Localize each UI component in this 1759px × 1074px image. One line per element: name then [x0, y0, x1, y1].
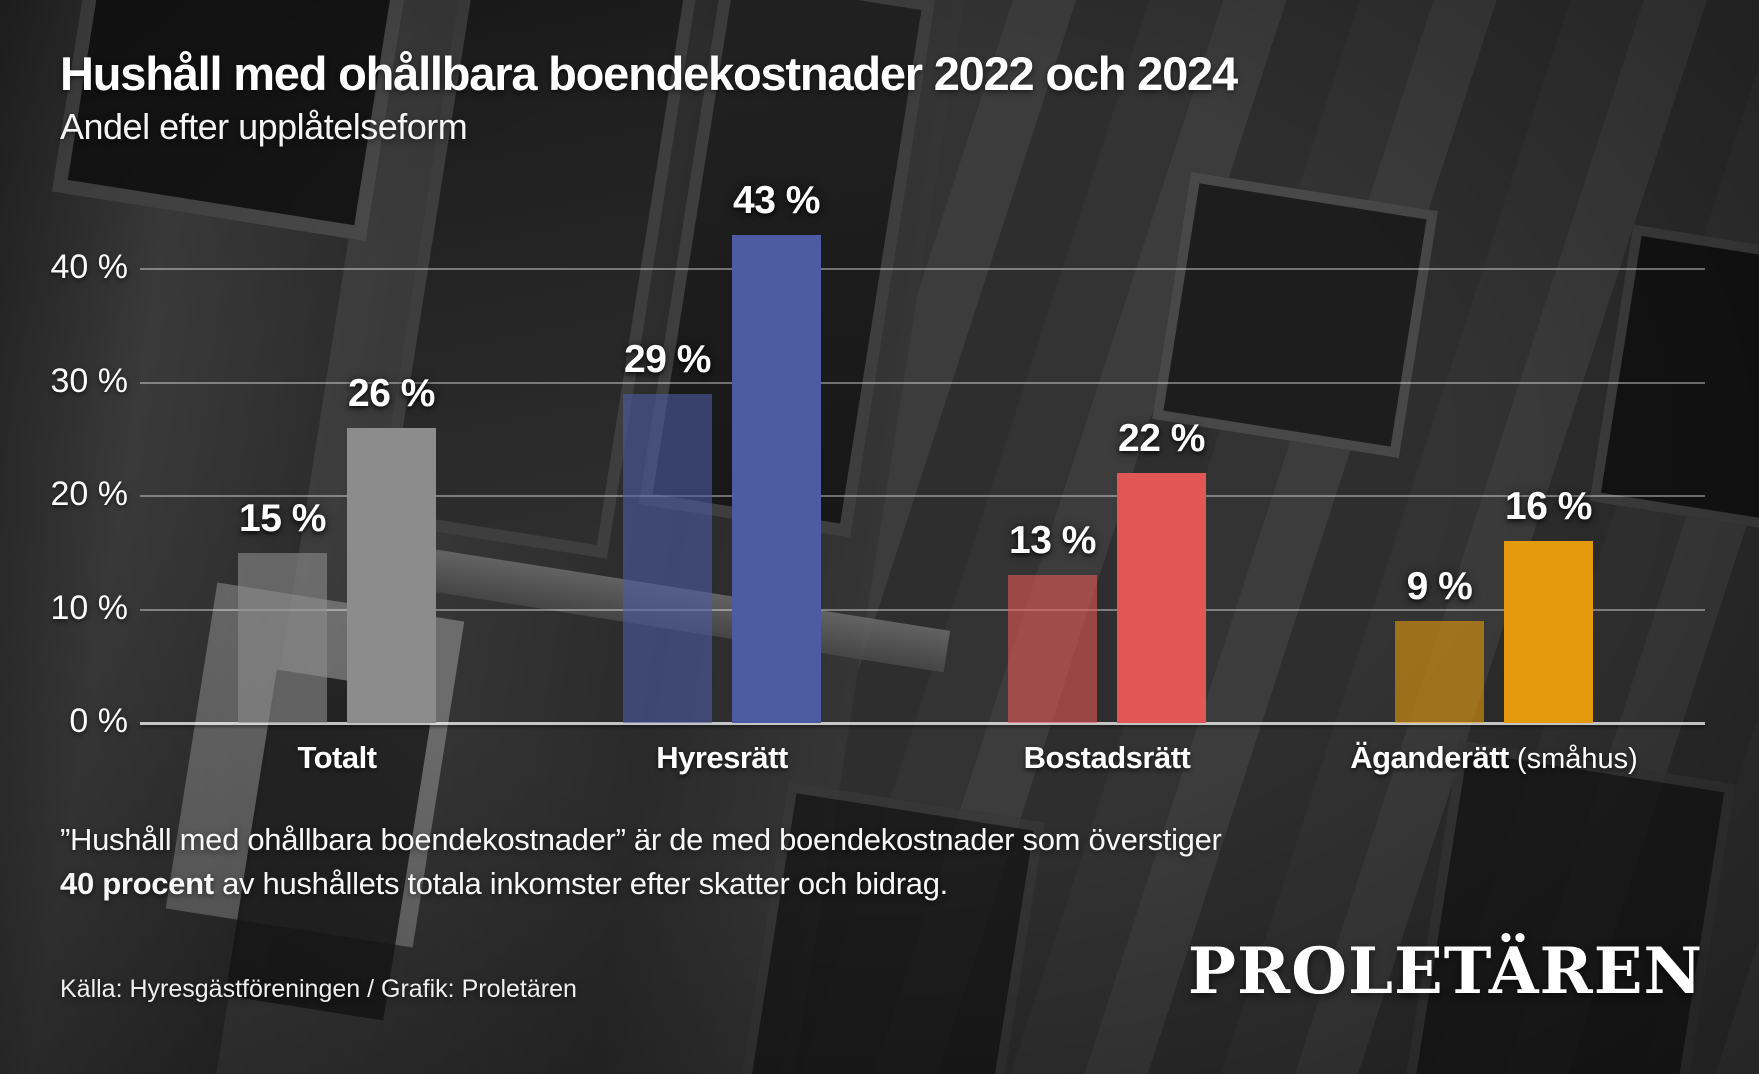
bar-value-label-2024-hyresrätt: 43 % [733, 179, 820, 222]
bar-2024-bostadsrätt [1117, 473, 1206, 723]
bar-2022-äganderätt [1395, 621, 1484, 723]
bar-value-label-2022-hyresrätt: 29 % [624, 338, 711, 381]
chart-title: Hushåll med ohållbara boendekostnader 20… [60, 47, 1238, 100]
y-gridline-40 [140, 268, 1705, 270]
bar-value-label-2024-äganderätt: 16 % [1505, 485, 1592, 528]
proletaren-logo: PROLETÄREN [1187, 934, 1703, 1009]
bar-2024-äganderätt [1504, 541, 1593, 723]
category-label-text: Hyresrätt [656, 740, 788, 775]
bar-2022-hyresrätt [623, 394, 712, 723]
bar-value-label-2022-bostadsrätt: 13 % [1009, 519, 1096, 562]
bar-value-label-2022-äganderätt: 9 % [1406, 565, 1473, 608]
footnote-bold: 40 procent [60, 866, 214, 901]
bar-2022-totalt [238, 553, 327, 723]
category-label-note: (småhus) [1508, 743, 1638, 775]
bar-2024-totalt [347, 428, 436, 723]
bar-value-label-2024-bostadsrätt: 22 % [1118, 417, 1205, 460]
category-label-text: Totalt [297, 740, 377, 775]
y-tick-label-0: 0 % [69, 702, 128, 740]
bar-2022-bostadsrätt [1008, 575, 1097, 723]
category-label-text: Bostadsrätt [1023, 740, 1191, 775]
footnote-line1: ”Hushåll med ohållbara boendekostnader” … [60, 822, 1222, 857]
category-label-hyresrätt: Hyresrätt [656, 740, 788, 776]
category-label-bostadsrätt: Bostadsrätt [1024, 740, 1191, 776]
footnote: ”Hushåll med ohållbara boendekostnader” … [60, 818, 1222, 906]
category-label-totalt: Totalt [297, 740, 377, 776]
footnote-line2: av hushållets totala inkomster efter ska… [213, 866, 948, 901]
bar-value-label-2024-totalt: 26 % [348, 372, 435, 415]
category-label-äganderätt: Äganderätt (småhus) [1350, 740, 1638, 776]
y-tick-label-10: 10 % [50, 588, 129, 627]
y-tick-label-30: 30 % [50, 361, 129, 400]
category-label-text: Äganderätt [1350, 740, 1509, 775]
bar-2024-hyresrätt [732, 235, 821, 723]
chart-subtitle: Andel efter upplåtelseform [60, 106, 468, 147]
y-tick-label-40: 40 % [50, 248, 129, 286]
bar-value-label-2022-totalt: 15 % [239, 497, 326, 540]
y-tick-label-20: 20 % [50, 475, 129, 513]
source-credit: Källa: Hyresgästföreningen / Grafik: Pro… [60, 975, 577, 1003]
